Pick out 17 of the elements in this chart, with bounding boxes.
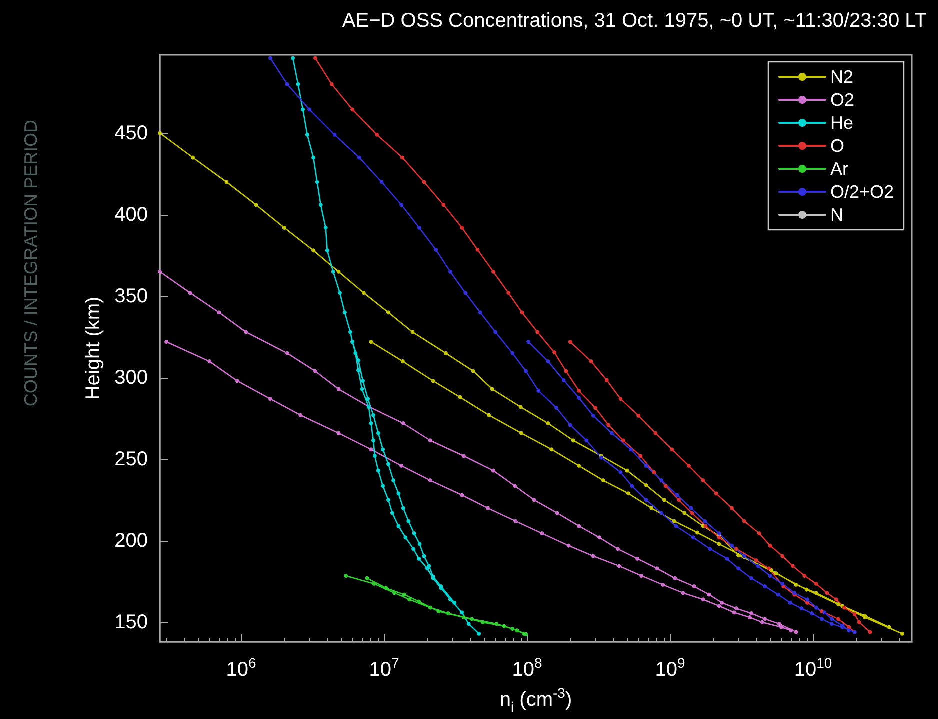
legend-label: O: [830, 136, 844, 156]
y-tick-label: 450: [114, 122, 148, 144]
legend-label: He: [830, 113, 854, 133]
legend-label: N: [830, 205, 844, 225]
y-axis-title: Height (km): [82, 296, 105, 400]
y-tick-label: 250: [114, 448, 148, 470]
y-tick-label: 400: [114, 204, 148, 226]
y-tick-label: 300: [114, 366, 148, 389]
y-tick-label: 200: [114, 530, 148, 552]
legend-label: O2: [830, 90, 854, 110]
y-tick-label: 350: [114, 285, 148, 308]
legend-label: O/2+O2: [830, 182, 894, 202]
legend-label: Ar: [830, 159, 848, 179]
chart-title: AE−D OSS Concentrations, 31 Oct. 1975, ~0 UT, ~11:30/23:30 LT: [342, 10, 928, 32]
text: COUNTS / INTEGRATION PERIOD: [21, 120, 41, 407]
y-tick-label: 150: [114, 611, 148, 634]
legend-label: N2: [830, 67, 854, 87]
